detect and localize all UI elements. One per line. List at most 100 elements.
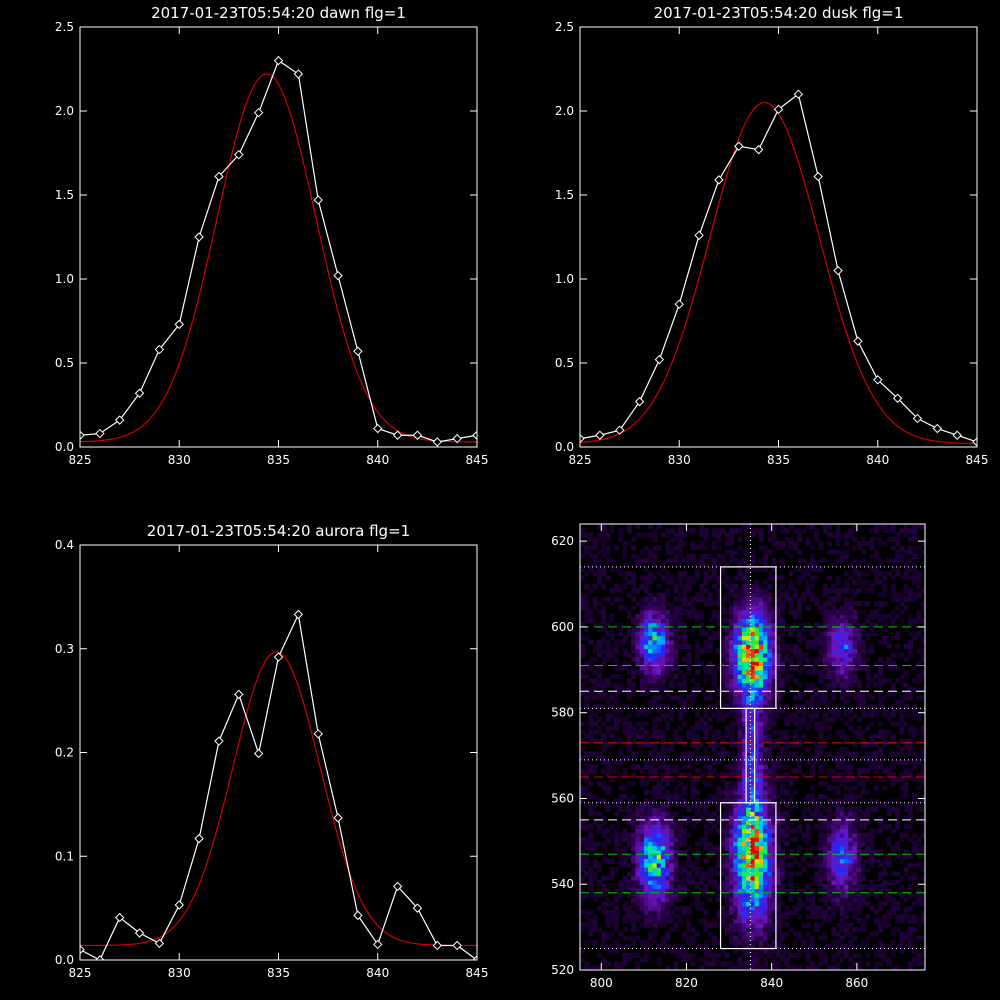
heatmap-cell [635, 622, 641, 628]
heatmap-cell [605, 549, 611, 555]
heatmap-cell [733, 644, 739, 649]
heatmap-cell [801, 575, 807, 581]
heatmap-cell [801, 704, 807, 709]
heatmap-cell [763, 639, 768, 645]
heatmap-cell [869, 884, 875, 890]
heatmap-cell [754, 914, 760, 920]
heatmap-cell [916, 922, 922, 928]
heatmap-cell [822, 892, 828, 898]
heatmap-cell [801, 635, 807, 641]
heatmap-cell [797, 708, 803, 714]
heatmap-cell [669, 695, 675, 701]
heatmap-cell [793, 592, 798, 598]
heatmap-cell [597, 644, 602, 649]
heatmap-cell [682, 708, 688, 714]
heatmap-cell [643, 867, 649, 872]
heatmap-cell [805, 652, 811, 658]
heatmap-cell [584, 618, 590, 624]
heatmap-cell [665, 652, 671, 658]
heatmap-cell [767, 575, 773, 581]
heatmap-cell [810, 965, 815, 971]
heatmap-cell [716, 631, 722, 637]
heatmap-cell [758, 704, 764, 709]
heatmap-cell [588, 828, 594, 834]
heatmap-cell [724, 952, 730, 958]
heatmap-cell [831, 867, 837, 872]
heatmap-cell [767, 759, 773, 765]
heatmap-cell [771, 566, 777, 572]
heatmap-cell [771, 789, 777, 795]
heatmap-cell [669, 854, 675, 860]
heatmap-cell [601, 682, 607, 688]
heatmap-cell [822, 888, 828, 894]
heatmap-cell [750, 554, 756, 559]
heatmap-cell [665, 824, 671, 830]
heatmap-cell [771, 759, 777, 765]
heatmap-cell [818, 691, 824, 697]
heatmap-cell [703, 601, 709, 607]
heatmap-cell [801, 888, 807, 894]
heatmap-cell [839, 759, 845, 765]
heatmap-cell [686, 807, 692, 812]
heatmap-cell [601, 618, 607, 624]
heatmap-cell [835, 905, 841, 911]
heatmap-cell [643, 952, 649, 958]
heatmap-cell [741, 674, 747, 679]
heatmap-cell [763, 815, 768, 821]
data-point [174, 319, 184, 330]
heatmap-cell [775, 948, 781, 954]
heatmap-cell [869, 648, 875, 654]
heatmap-cell [626, 721, 632, 727]
heatmap-cell [635, 858, 641, 864]
heatmap-cell [844, 905, 849, 911]
heatmap-cell [695, 854, 700, 860]
heatmap-cell [639, 807, 645, 812]
heatmap-cell [886, 897, 892, 902]
heatmap-cell [754, 854, 760, 860]
heatmap-cell [682, 867, 688, 872]
heatmap-cell [605, 841, 611, 847]
heatmap-cell [835, 579, 841, 585]
heatmap-cell [775, 849, 781, 855]
heatmap-cell [678, 549, 683, 555]
heatmap-cell [844, 785, 849, 791]
heatmap-cell [703, 571, 709, 577]
heatmap-cell [635, 751, 641, 757]
heatmap-cell [656, 837, 662, 842]
heatmap-cell [750, 935, 756, 941]
heatmap-cell [643, 901, 649, 907]
heatmap-cell [631, 622, 636, 628]
heatmap-cell [852, 614, 858, 619]
heatmap-cell [818, 656, 824, 662]
heatmap-cell [750, 764, 756, 770]
heatmap-cell [720, 914, 726, 920]
heatmap-cell [605, 759, 611, 765]
heatmap-cell [758, 845, 764, 851]
heatmap-cell [784, 678, 790, 684]
heatmap-cell [784, 862, 790, 868]
heatmap-cell [686, 905, 692, 911]
heatmap-cell [652, 798, 658, 804]
heatmap-cell [750, 794, 756, 800]
heatmap-cell [750, 635, 756, 641]
heatmap-cell [695, 712, 700, 718]
heatmap-cell [818, 875, 824, 881]
heatmap-cell [822, 794, 828, 800]
heatmap-cell [775, 888, 781, 894]
heatmap-cell [818, 910, 824, 915]
heatmap-cell [848, 656, 854, 662]
heatmap-cell [656, 910, 662, 915]
heatmap-cell [775, 609, 781, 615]
heatmap-cell [673, 858, 679, 864]
heatmap-cell [597, 571, 602, 577]
heatmap-cell [818, 558, 824, 564]
heatmap-cell [839, 644, 845, 649]
heatmap-cell [665, 789, 671, 795]
heatmap-cell [767, 648, 773, 654]
heatmap-cell [793, 729, 798, 735]
heatmap-cell [822, 695, 828, 701]
heatmap-cell [827, 644, 832, 649]
heatmap-cell [827, 622, 832, 628]
heatmap-cell [733, 802, 739, 808]
heatmap-cell [669, 875, 675, 881]
